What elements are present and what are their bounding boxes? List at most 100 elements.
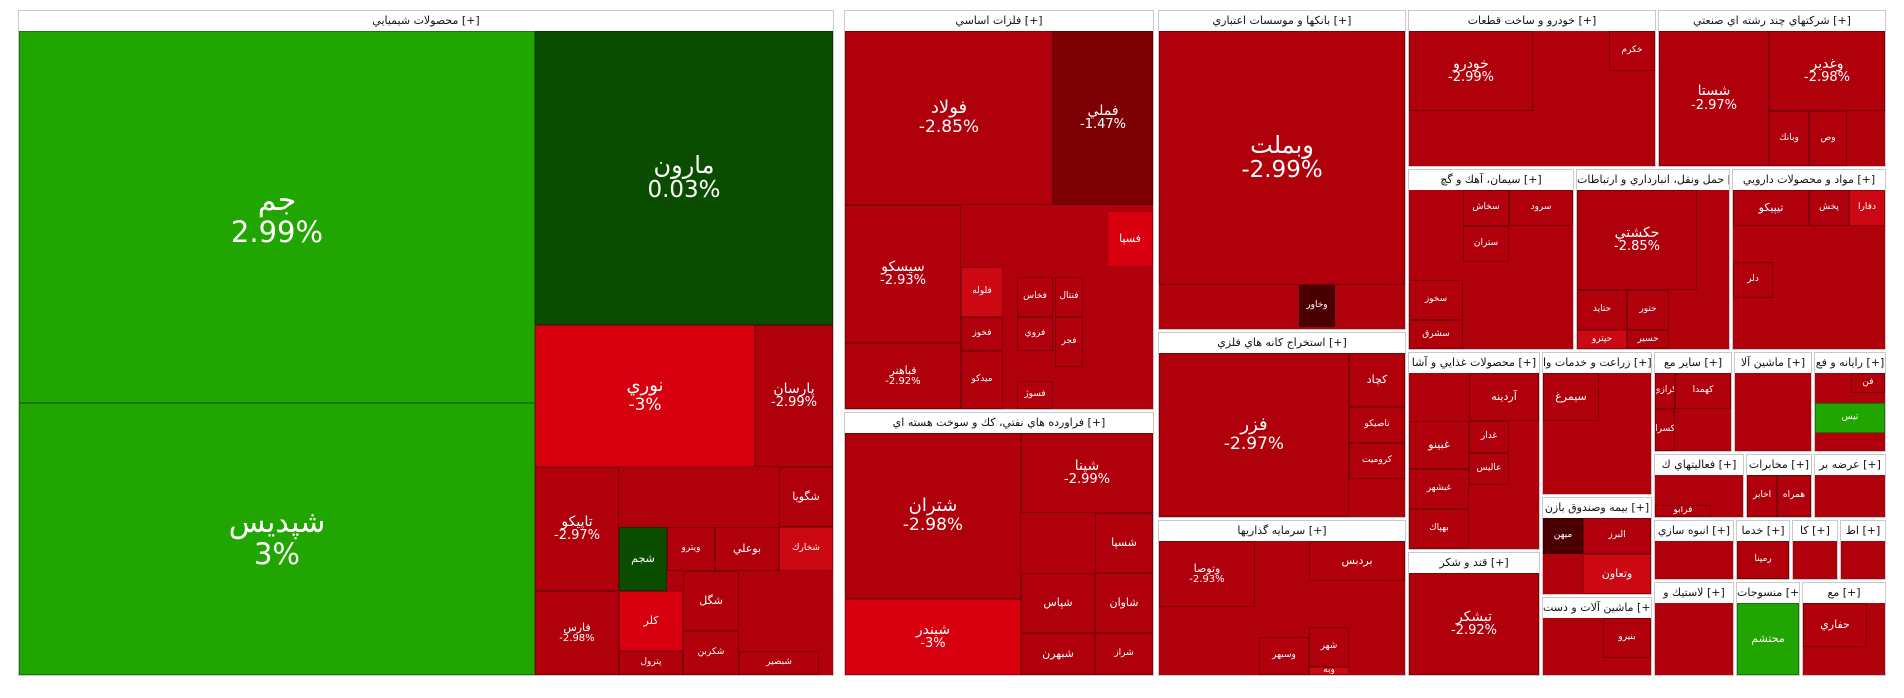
sector-title[interactable]: فراورده هاي نفتي، كك و سوخت هسته اي [+] [845, 413, 1153, 433]
sector-title[interactable]: مع [+] [1803, 583, 1885, 603]
stock-tile[interactable]: كرازي [1655, 373, 1675, 409]
stock-tile[interactable]: سخوز [1409, 280, 1463, 320]
stock-tile[interactable]: شاوان [1095, 573, 1153, 633]
stock-tile[interactable]: فسوژ [1017, 381, 1053, 409]
stock-tile[interactable]: شراز [1095, 633, 1153, 675]
stock-tile[interactable]: آردينه [1469, 373, 1539, 421]
sector-title[interactable]: رايانه و فع [+] [1815, 353, 1885, 373]
stock-tile[interactable]: فباهنر -2.92% [845, 343, 961, 409]
stock-tile[interactable]: جم 2.99% [19, 31, 535, 403]
stock-tile[interactable]: حتور [1627, 290, 1669, 330]
stock-tile[interactable]: رمپنا [1737, 541, 1789, 579]
sector-title[interactable]: خودرو و ساخت قطعات [+] [1409, 11, 1655, 31]
stock-tile[interactable]: دفارا [1849, 190, 1885, 226]
stock-tile[interactable]: محتشم [1737, 603, 1799, 675]
stock-tile[interactable]: فولاد -2.85% [845, 31, 1053, 205]
stock-tile[interactable]: فجر [1055, 317, 1083, 367]
stock-tile[interactable]: شكربن [683, 631, 739, 675]
sector-title[interactable]: سيمان، آهك و گچ [+] [1409, 170, 1573, 190]
stock-tile[interactable]: شسپا [1095, 513, 1153, 573]
stock-tile[interactable]: كلر [619, 591, 683, 651]
stock-tile[interactable]: تيپيكو [1733, 190, 1809, 226]
stock-tile[interactable]: فلوله [961, 267, 1003, 317]
sector-title[interactable]: اط [+] [1841, 521, 1885, 541]
stock-tile[interactable]: فرابو [1655, 505, 1711, 517]
sector-title[interactable]: قند و شكر [+] [1409, 553, 1539, 573]
stock-tile[interactable]: كچاد [1349, 353, 1405, 407]
sector-title[interactable]: شركتهاي چند رشته اي صنعتي [+] [1659, 11, 1885, 31]
stock-tile[interactable]: بوعلي [715, 527, 779, 571]
stock-tile[interactable]: ميهن [1543, 518, 1583, 554]
stock-tile[interactable]: شخارك [779, 527, 833, 571]
sector-title[interactable]: فعاليتهاي ك [+] [1655, 455, 1743, 475]
stock-tile[interactable]: وخاور [1299, 285, 1335, 327]
stock-tile[interactable]: حتايد [1577, 290, 1627, 330]
stock-tile[interactable]: وبملت -2.99% [1159, 31, 1405, 285]
stock-tile[interactable]: شپديس 3% [19, 403, 535, 675]
sector-title[interactable]: منسوجات [+] [1737, 583, 1799, 603]
sector-title[interactable]: ساير مع [+] [1655, 353, 1731, 373]
stock-tile[interactable]: سيسكو -2.93% [845, 205, 961, 343]
stock-tile[interactable]: وتعاون [1583, 554, 1651, 594]
stock-tile[interactable]: فملي -1.47% [1053, 31, 1153, 205]
sector-title[interactable]: بانكها و موسسات اعتباري [+] [1159, 11, 1405, 31]
sector-title[interactable]: خدما [+] [1737, 521, 1789, 541]
stock-tile[interactable]: فزر -2.97% [1159, 353, 1349, 517]
stock-tile[interactable]: پخش [1809, 190, 1849, 226]
stock-tile[interactable]: سشرق [1409, 320, 1463, 349]
stock-tile[interactable]: اخابر [1747, 475, 1777, 517]
stock-tile[interactable]: كسرا [1655, 409, 1675, 451]
stock-tile[interactable]: دلر [1733, 262, 1773, 298]
stock-tile[interactable]: شتران -2.98% [845, 433, 1021, 599]
sector-title[interactable]: استخراج كانه هاي فلزي [+] [1159, 333, 1405, 353]
stock-tile[interactable]: شبهرن [1021, 633, 1095, 675]
stock-tile[interactable]: وبانك [1769, 111, 1809, 166]
sector-title[interactable]: محصولات غذايي و آشا [+] [1409, 353, 1539, 373]
stock-tile[interactable]: بردبس [1309, 541, 1405, 581]
sector-title[interactable]: انبوه سازي [+] [1655, 521, 1733, 541]
stock-tile[interactable]: وسبهر [1259, 637, 1309, 675]
stock-tile[interactable]: شگل [683, 571, 739, 631]
stock-tile[interactable]: مارون 0.03% [535, 31, 833, 325]
stock-tile[interactable]: شپنا -2.99% [1021, 433, 1153, 513]
stock-tile[interactable]: بنيرو [1603, 618, 1651, 658]
stock-tile[interactable]: فارس -2.98% [535, 591, 619, 675]
stock-tile[interactable]: ميدكو [961, 351, 1003, 409]
stock-tile[interactable]: بهپاك [1409, 509, 1469, 549]
stock-tile[interactable]: غدار [1469, 421, 1509, 453]
stock-tile[interactable]: وغدير -2.98% [1769, 31, 1885, 111]
stock-tile[interactable]: شبصير [739, 651, 819, 675]
stock-tile[interactable]: وبه [1309, 667, 1349, 675]
sector-title[interactable]: ماشين آلات و دست [+] [1543, 598, 1651, 618]
stock-tile[interactable]: فن [1851, 373, 1885, 393]
sector-title[interactable]: مخابرات [+] [1747, 455, 1811, 475]
stock-tile[interactable]: شستا -2.97% [1659, 31, 1769, 166]
stock-tile[interactable]: خودرو -2.99% [1409, 31, 1533, 111]
sector-title[interactable]: بيمه وصندوق بازن [+] [1543, 498, 1651, 518]
stock-tile[interactable]: كهمدا [1675, 373, 1731, 409]
stock-tile[interactable]: حكشتي -2.85% [1577, 190, 1697, 290]
stock-tile[interactable]: تاپيكو -2.97% [535, 467, 619, 591]
stock-tile[interactable]: وص [1809, 111, 1847, 166]
stock-tile[interactable]: فسپا [1107, 211, 1153, 267]
stock-tile[interactable]: غبينو [1409, 421, 1469, 469]
stock-tile[interactable]: سخاش [1463, 190, 1509, 226]
stock-tile[interactable]: سيمرغ [1543, 373, 1599, 421]
stock-tile[interactable]: شگويا [779, 467, 833, 527]
stock-tile[interactable]: پترول [619, 651, 683, 675]
stock-tile[interactable]: نوري -3% [535, 325, 755, 467]
stock-tile[interactable]: شجم [619, 527, 667, 591]
sector-title[interactable]: زراعت و خدمات وا [+] [1543, 353, 1651, 373]
stock-tile[interactable]: شبندر -3% [845, 599, 1021, 675]
sector-title[interactable]: كا [+] [1793, 521, 1837, 541]
sector-title[interactable]: حمل ونقل، انبارداري و ارتباطات [+] [1577, 170, 1729, 190]
stock-tile[interactable]: عاليس [1469, 453, 1509, 485]
stock-tile[interactable]: شپاس [1021, 573, 1095, 633]
sector-title[interactable]: محصولات شيميايي [+] [19, 11, 833, 31]
stock-tile[interactable]: حپترو [1577, 330, 1627, 349]
stock-tile[interactable]: ستران [1463, 226, 1509, 262]
stock-tile[interactable]: سرود [1509, 190, 1573, 226]
stock-tile[interactable]: غبشهر [1409, 469, 1469, 509]
stock-tile[interactable]: فنتال [1055, 277, 1083, 317]
sector-title[interactable]: فلزات اساسي [+] [845, 11, 1153, 31]
